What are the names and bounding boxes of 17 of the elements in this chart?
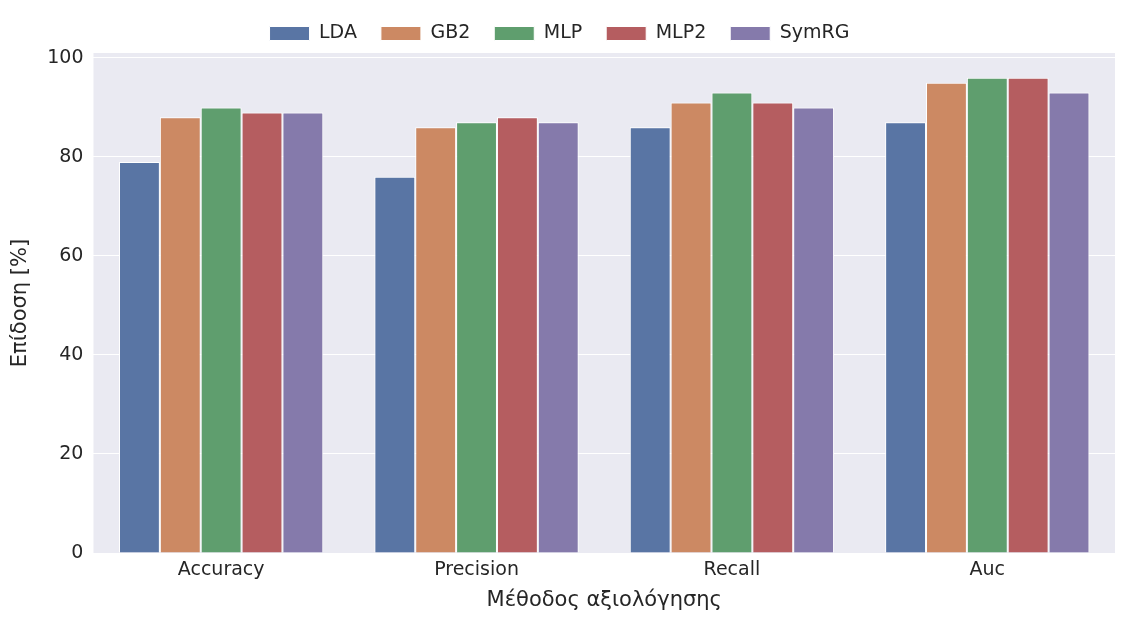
y-tick-label: 60 xyxy=(59,242,84,265)
y-tick-label: 40 xyxy=(59,341,84,364)
y-axis-title: Επίδοση [%] xyxy=(7,238,32,368)
y-tick-label: 0 xyxy=(71,539,84,562)
x-axis-title: Μέθοδος αξιολόγησης xyxy=(486,586,722,611)
x-tick-label: Precision xyxy=(434,557,519,580)
y-tick-label: 80 xyxy=(59,143,84,166)
legend-label: MLP2 xyxy=(655,20,707,43)
legend-label: SymRG xyxy=(779,20,850,43)
legend-label: LDA xyxy=(319,20,357,43)
x-tick-label: Recall xyxy=(703,557,761,580)
x-tick-label: Auc xyxy=(969,557,1006,580)
legend-label: MLP xyxy=(543,20,583,43)
legend-label: GB2 xyxy=(430,20,471,43)
y-tick-label: 20 xyxy=(59,440,84,463)
y-tick-label: 100 xyxy=(47,44,84,67)
x-tick-label: Accuracy xyxy=(177,557,265,580)
